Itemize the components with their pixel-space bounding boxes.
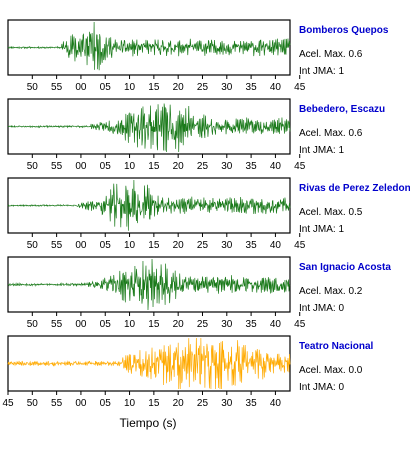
x-tick-label: 00 bbox=[75, 161, 87, 172]
station-panel: 50 55 00 05 10 15 20 25 30 35 40 45 Bebedero, Escazu… bbox=[7, 98, 385, 172]
x-tick-label: 05 bbox=[100, 319, 112, 330]
x-tick-label: 30 bbox=[221, 161, 233, 172]
x-tick-label: 45 bbox=[2, 398, 14, 409]
x-tick-label: 05 bbox=[100, 398, 112, 409]
x-tick-label: 35 bbox=[246, 82, 258, 93]
x-tick-label: 05 bbox=[100, 161, 112, 172]
waveform-trace bbox=[7, 103, 291, 153]
waveform-trace bbox=[7, 337, 291, 390]
x-tick-label: 25 bbox=[197, 82, 209, 93]
station-acel: Acel. Max. 0.5 bbox=[299, 207, 363, 218]
x-tick-label: 40 bbox=[270, 161, 282, 172]
station-int: Int JMA: 1 bbox=[299, 145, 344, 156]
station-acel: Acel. Max. 0.6 bbox=[299, 128, 363, 139]
x-tick-label: 45 bbox=[294, 240, 306, 251]
x-tick-label: 20 bbox=[173, 240, 185, 251]
x-tick-label: 45 bbox=[294, 82, 306, 93]
station-int: Int JMA: 0 bbox=[299, 382, 344, 393]
x-tick-label: 55 bbox=[51, 398, 63, 409]
station-int: Int JMA: 0 bbox=[299, 303, 344, 314]
station-int: Int JMA: 1 bbox=[299, 66, 344, 77]
x-tick-label: 15 bbox=[148, 319, 160, 330]
x-tick-label: 30 bbox=[221, 240, 233, 251]
station-panel: 50 55 00 05 10 15 20 25 30 35 40 45 San Ignacio Acos… bbox=[7, 256, 391, 330]
x-tick-label: 15 bbox=[148, 161, 160, 172]
x-tick-label: 50 bbox=[27, 161, 39, 172]
x-tick-label: 10 bbox=[124, 82, 136, 93]
x-tick-label: 55 bbox=[51, 161, 63, 172]
x-tick-label: 25 bbox=[197, 240, 209, 251]
x-tick-label: 10 bbox=[124, 240, 136, 251]
station-name: Teatro Nacional bbox=[299, 341, 373, 352]
x-tick-label: 25 bbox=[197, 319, 209, 330]
x-tick-label: 25 bbox=[197, 398, 209, 409]
x-tick-label: 35 bbox=[246, 240, 258, 251]
x-tick-label: 50 bbox=[27, 398, 39, 409]
x-tick-label: 45 bbox=[294, 319, 306, 330]
station-acel: Acel. Max. 0.6 bbox=[299, 49, 363, 60]
x-tick-label: 40 bbox=[270, 82, 282, 93]
station-panel: 50 55 00 05 10 15 20 25 30 35 40 45 Bomberos Quepos A… bbox=[7, 19, 389, 93]
x-tick-label: 45 bbox=[294, 161, 306, 172]
x-tick-label: 40 bbox=[270, 240, 282, 251]
x-tick-label: 15 bbox=[148, 82, 160, 93]
x-tick-label: 20 bbox=[173, 161, 185, 172]
station-int: Int JMA: 1 bbox=[299, 224, 344, 235]
x-tick-label: 55 bbox=[51, 82, 63, 93]
x-tick-label: 35 bbox=[246, 319, 258, 330]
x-tick-label: 40 bbox=[270, 398, 282, 409]
x-tick-label: 00 bbox=[75, 240, 87, 251]
x-tick-label: 15 bbox=[148, 398, 160, 409]
x-tick-label: 10 bbox=[124, 398, 136, 409]
x-tick-label: 50 bbox=[27, 82, 39, 93]
x-tick-label: 55 bbox=[51, 319, 63, 330]
x-tick-label: 20 bbox=[173, 82, 185, 93]
station-panels: 50 55 00 05 10 15 20 25 30 35 40 45 Bomberos Quepos A… bbox=[2, 19, 410, 409]
station-name: Bomberos Quepos bbox=[299, 25, 389, 36]
x-tick-label: 00 bbox=[75, 319, 87, 330]
waveform-trace bbox=[7, 179, 291, 231]
x-tick-label: 55 bbox=[51, 240, 63, 251]
x-tick-label: 25 bbox=[197, 161, 209, 172]
x-tick-label: 15 bbox=[148, 240, 160, 251]
x-tick-label: 05 bbox=[100, 82, 112, 93]
x-tick-label: 30 bbox=[221, 82, 233, 93]
x-tick-label: 35 bbox=[246, 161, 258, 172]
x-axis-label: Tiempo (s) bbox=[120, 416, 177, 430]
x-tick-label: 30 bbox=[221, 319, 233, 330]
station-name: Rivas de Perez Zeledon bbox=[299, 183, 410, 194]
waveform-trace bbox=[7, 21, 291, 71]
x-tick-label: 50 bbox=[27, 240, 39, 251]
x-tick-label: 10 bbox=[124, 319, 136, 330]
waveform-trace bbox=[7, 258, 291, 311]
station-acel: Acel. Max. 0.2 bbox=[299, 286, 363, 297]
x-tick-label: 20 bbox=[173, 319, 185, 330]
x-tick-label: 50 bbox=[27, 319, 39, 330]
x-tick-label: 20 bbox=[173, 398, 185, 409]
station-name: San Ignacio Acosta bbox=[299, 262, 391, 273]
station-panel: 45 50 55 00 05 10 15 20 25 30 35 40 Teatro Nacional A… bbox=[2, 335, 373, 409]
station-panel: 50 55 00 05 10 15 20 25 30 35 40 45 Rivas de Perez Z… bbox=[7, 177, 410, 251]
x-tick-label: 30 bbox=[221, 398, 233, 409]
x-tick-label: 10 bbox=[124, 161, 136, 172]
x-tick-label: 05 bbox=[100, 240, 112, 251]
x-tick-label: 35 bbox=[246, 398, 258, 409]
x-tick-label: 00 bbox=[75, 398, 87, 409]
x-tick-label: 00 bbox=[75, 82, 87, 93]
station-name: Bebedero, Escazu bbox=[299, 104, 385, 115]
x-tick-label: 40 bbox=[270, 319, 282, 330]
station-acel: Acel. Max. 0.0 bbox=[299, 365, 363, 376]
